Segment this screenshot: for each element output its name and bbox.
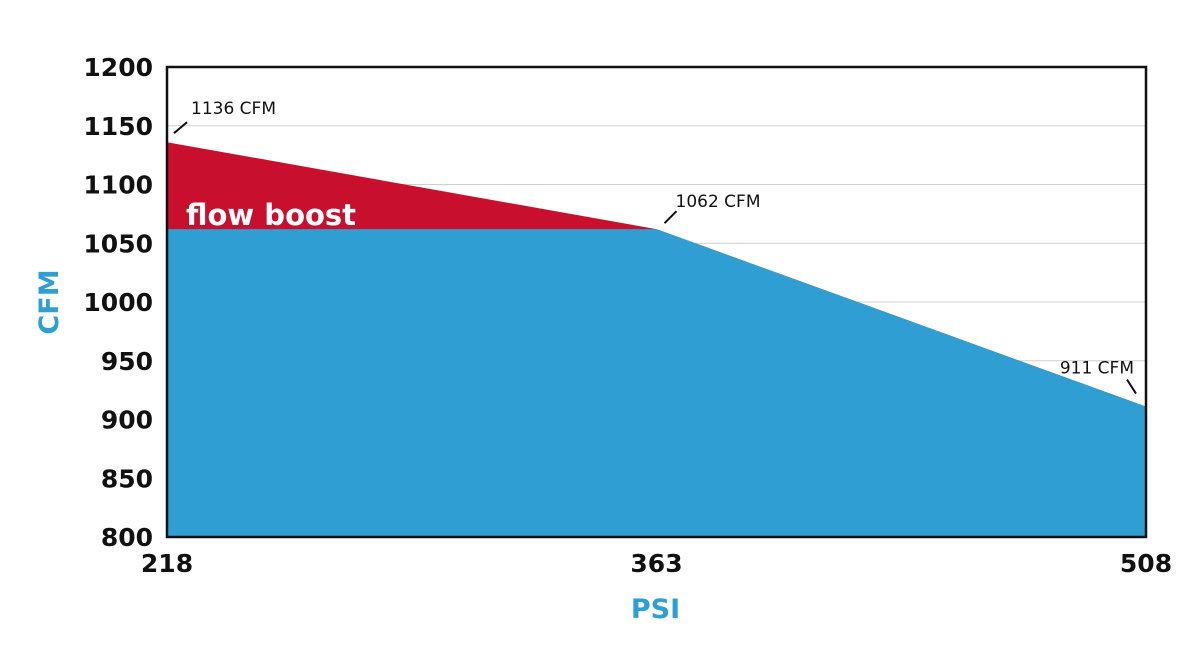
- annotation-label: 1136 CFM: [191, 99, 276, 119]
- annotation-label: 911 CFM: [1060, 359, 1134, 379]
- plot-frame: [165, 65, 1148, 539]
- y-axis-ticks: 800 850 900 950 1000 1050 1100 1150 1200: [83, 53, 153, 552]
- annotations: 1136 CFM 1062 CFM 911 CFM: [173, 99, 1137, 395]
- annotation-leader: [173, 121, 188, 134]
- x-axis-title: PSI: [631, 594, 680, 625]
- x-tick-label: 218: [141, 549, 193, 578]
- y-tick-label: 1100: [83, 171, 153, 200]
- base-flow-area: [167, 229, 1146, 537]
- annotation-label: 1062 CFM: [676, 192, 761, 212]
- y-tick-label: 950: [101, 347, 153, 376]
- y-tick-label: 1150: [83, 112, 153, 141]
- annotation-leader: [663, 210, 678, 224]
- y-tick-label: 1050: [83, 229, 153, 258]
- flow-boost-label: flow boost: [186, 198, 356, 232]
- y-tick-label: 1200: [83, 53, 153, 82]
- y-tick-label: 800: [101, 523, 153, 552]
- annotation-leader: [1126, 379, 1137, 395]
- y-tick-label: 850: [101, 464, 153, 493]
- x-tick-label: 508: [1120, 549, 1172, 578]
- y-tick-label: 900: [101, 406, 153, 435]
- y-tick-label: 1000: [83, 288, 153, 317]
- x-tick-label: 363: [630, 549, 682, 578]
- y-axis-title: CFM: [34, 269, 65, 334]
- x-axis-ticks: 218 363 508: [141, 549, 1172, 578]
